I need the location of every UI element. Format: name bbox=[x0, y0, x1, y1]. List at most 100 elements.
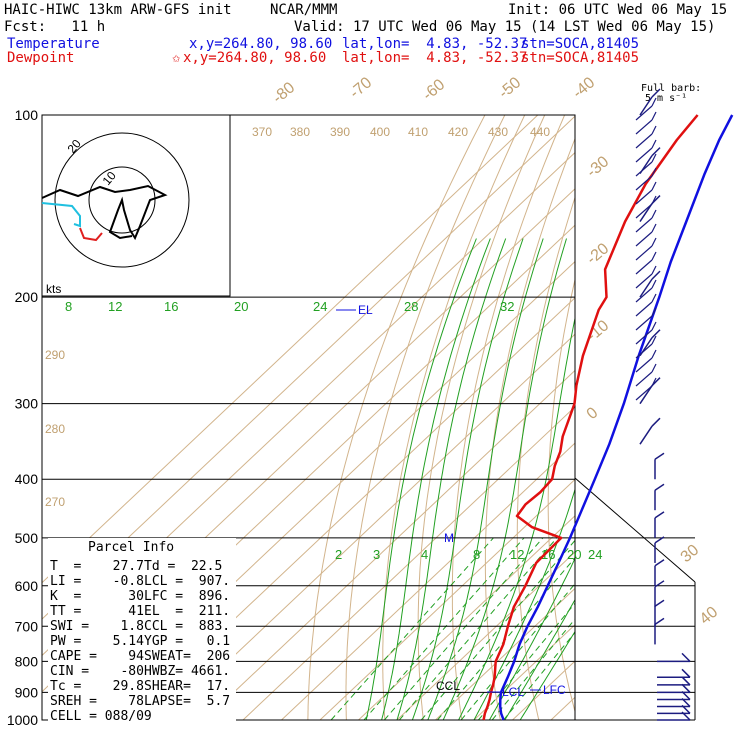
wind-barb-flag bbox=[681, 668, 691, 678]
temperature-station: stn=SOCA,81405 bbox=[521, 36, 640, 52]
wind-barb bbox=[654, 483, 665, 511]
pressure-tick-label: 100 bbox=[15, 107, 39, 123]
wind-barb-flag bbox=[651, 270, 661, 280]
parcel-info-row-value: LAPSE= 5.7 bbox=[144, 694, 231, 709]
wind-barb-flag bbox=[651, 209, 657, 219]
wind-barb-flag bbox=[651, 223, 657, 233]
wind-barb bbox=[635, 307, 657, 331]
forecast-label: Fcst: 11 h bbox=[4, 19, 106, 35]
parcel-info-row: TT = 41 bbox=[50, 604, 144, 619]
wind-barb bbox=[635, 237, 657, 261]
wind-barb-flag bbox=[651, 349, 657, 359]
dewpoint-star-icon: ✩ bbox=[172, 50, 181, 66]
isotherm-line bbox=[435, 587, 575, 720]
wind-barb-staff bbox=[635, 147, 653, 163]
theta-e-label: 12 bbox=[108, 299, 122, 314]
org-label: NCAR/MMM bbox=[270, 2, 338, 18]
parcel-info-row: T = 27.7 bbox=[50, 559, 144, 574]
mixing-ratio-label: 4 bbox=[421, 547, 428, 562]
wind-barb-flag bbox=[651, 335, 657, 345]
wind-barb-staff bbox=[635, 189, 653, 205]
wind-barb-flag bbox=[651, 279, 657, 289]
isotherm-label: -50 bbox=[496, 74, 525, 102]
wind-barb bbox=[639, 417, 661, 445]
wind-barb-staff bbox=[635, 357, 653, 373]
ccl-label: CCL bbox=[436, 679, 460, 693]
wind-barb-flag bbox=[651, 167, 657, 177]
wind-barb-flag bbox=[651, 153, 657, 163]
isotherm-line bbox=[204, 369, 575, 720]
hodograph-ring-inner bbox=[88, 166, 156, 234]
wind-barb-staff bbox=[635, 385, 653, 401]
hodograph-ring-outer bbox=[54, 132, 190, 268]
wind-barb bbox=[635, 111, 657, 135]
hodograph-trace-cyan bbox=[41, 202, 81, 228]
theta-label: 410 bbox=[408, 125, 428, 139]
wind-barb-flag bbox=[651, 377, 657, 387]
parcel-info-row-value: LFC = 896. bbox=[144, 589, 231, 604]
wind-barb-flag bbox=[651, 251, 657, 261]
isotherm-line bbox=[512, 660, 575, 720]
wind-barb-flag bbox=[651, 147, 661, 157]
wind-barb bbox=[654, 452, 665, 480]
theta-label: 380 bbox=[290, 125, 310, 139]
dewpoint-station: stn=SOCA,81405 bbox=[521, 50, 640, 66]
valid-label: Valid: 17 UTC Wed 06 May 15 (14 LST Wed … bbox=[294, 19, 716, 35]
mixing-ratio-line bbox=[437, 557, 575, 720]
wind-barb-staff bbox=[635, 287, 653, 303]
wind-barb bbox=[639, 195, 661, 222]
wind-barb-staff bbox=[635, 259, 653, 275]
wind-barb-staff bbox=[635, 315, 653, 331]
wind-barb bbox=[635, 293, 657, 317]
dewpoint-xy: x,y=264.80, 98.60 bbox=[183, 50, 327, 66]
wind-barb-flag bbox=[654, 483, 665, 491]
wind-barb-flag bbox=[651, 88, 661, 98]
wind-barb-staff bbox=[639, 385, 653, 405]
wind-barb bbox=[657, 668, 691, 679]
wind-barb-staff bbox=[635, 329, 653, 345]
wind-barb-staff bbox=[639, 425, 653, 445]
theta-e-label: 20 bbox=[234, 299, 248, 314]
theta-label: 420 bbox=[448, 125, 468, 139]
parcel-info-row: LI = -0.8 bbox=[50, 574, 144, 589]
wind-barb-flag bbox=[654, 452, 665, 460]
wind-barb bbox=[635, 167, 657, 191]
dry-adiabat-line bbox=[345, 115, 506, 720]
theta-e-label: 24 bbox=[313, 299, 327, 314]
wind-barb bbox=[657, 676, 691, 686]
wind-barb-staff bbox=[635, 343, 653, 359]
wind-barb-staff bbox=[635, 175, 653, 191]
pressure-tick-label: 800 bbox=[15, 653, 39, 669]
barb-legend-units: 5 m s⁻¹ bbox=[645, 93, 688, 104]
wind-barb-flag bbox=[654, 580, 665, 588]
parcel-info-row: CELL = 088/09 bbox=[50, 709, 152, 724]
dry-adiabat-line bbox=[484, 137, 575, 720]
wind-barb bbox=[657, 652, 691, 663]
wind-barb-flag bbox=[651, 307, 657, 317]
isotherm-line bbox=[165, 333, 575, 720]
dry-adiabat-line bbox=[636, 115, 693, 720]
theta-left-label: 280 bbox=[45, 422, 65, 436]
wind-barb-flag bbox=[651, 125, 657, 135]
barb-legend-title: Full barb: bbox=[641, 83, 702, 94]
wind-barb-flag bbox=[654, 536, 665, 544]
wind-barb bbox=[635, 251, 657, 275]
parcel-info-row-value: Td = 22.5 bbox=[144, 559, 223, 574]
wind-barb-staff bbox=[635, 119, 653, 135]
theta-label: 430 bbox=[488, 125, 508, 139]
mixing-ratio-label: 2 bbox=[335, 547, 342, 562]
mixing-ratio-label: 20 bbox=[567, 547, 581, 562]
wind-barb bbox=[654, 580, 665, 607]
parcel-info-row: CAPE = 94 bbox=[50, 649, 144, 664]
mixing-ratio-label: 3 bbox=[373, 547, 380, 562]
theta-e-label: 28 bbox=[404, 299, 418, 314]
wind-barb-staff bbox=[635, 231, 653, 247]
wind-barb bbox=[654, 536, 665, 563]
el-label: EL bbox=[358, 303, 373, 317]
wind-barb bbox=[654, 511, 665, 538]
isotherm-label: 30 bbox=[678, 542, 703, 567]
wind-barb bbox=[635, 195, 657, 219]
theta-e-label: 16 bbox=[164, 299, 178, 314]
theta-label: 370 bbox=[252, 125, 272, 139]
dry-adiabat-line bbox=[716, 115, 740, 720]
